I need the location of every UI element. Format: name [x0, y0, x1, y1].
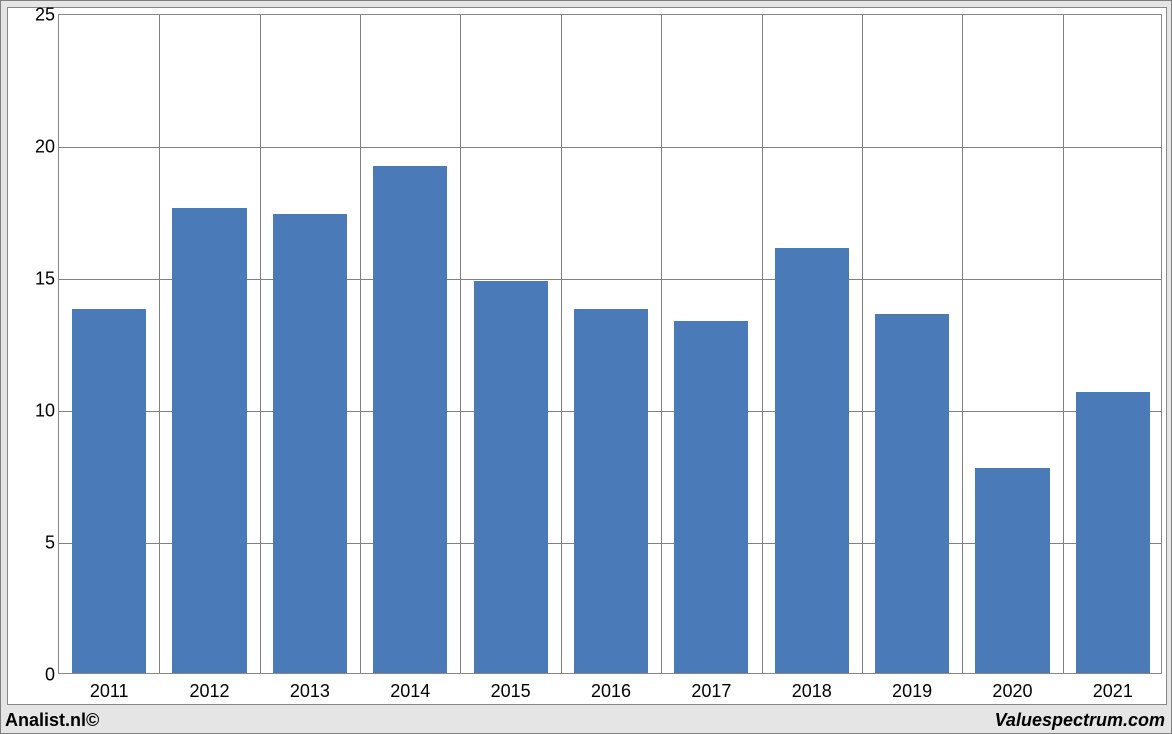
x-axis-tick-label: 2014 [390, 681, 430, 702]
bar [875, 314, 949, 673]
bar [975, 468, 1049, 673]
x-axis-tick-label: 2017 [691, 681, 731, 702]
bar [474, 281, 548, 673]
plot-area: 0510152025201120122013201420152016201720… [58, 14, 1162, 674]
footer-credit-right: Valuespectrum.com [995, 710, 1165, 731]
y-axis-tick-label: 0 [13, 665, 55, 686]
x-axis-tick-label: 2015 [491, 681, 531, 702]
bar [273, 214, 347, 673]
gridline-vertical [260, 15, 261, 673]
gridline-vertical [561, 15, 562, 673]
y-axis-tick-label: 5 [13, 533, 55, 554]
x-axis-tick-label: 2016 [591, 681, 631, 702]
x-axis-tick-label: 2013 [290, 681, 330, 702]
bar [172, 208, 246, 673]
x-axis-tick-label: 2012 [190, 681, 230, 702]
footer-credit-left: Analist.nl© [5, 710, 99, 731]
x-axis-tick-label: 2011 [90, 681, 129, 702]
y-axis-tick-label: 25 [13, 5, 55, 26]
x-axis-tick-label: 2018 [792, 681, 832, 702]
x-axis-tick-label: 2020 [992, 681, 1032, 702]
bar [373, 166, 447, 673]
bar [72, 309, 146, 673]
x-axis-tick-label: 2021 [1093, 681, 1133, 702]
gridline-vertical [360, 15, 361, 673]
gridline-horizontal [59, 147, 1161, 148]
y-axis-tick-label: 20 [13, 137, 55, 158]
bar [674, 321, 748, 673]
gridline-vertical [1063, 15, 1064, 673]
chart-frame: 0 5 10 15 20 25 2011 2012 2013 2014 2015 2016 2017 20… [7, 7, 1167, 705]
gridline-vertical [962, 15, 963, 673]
outer-frame: 0 5 10 15 20 25 2011 2012 2013 2014 2015 2016 2017 20… [0, 0, 1172, 734]
bar [1076, 392, 1150, 673]
y-axis-tick-label: 10 [13, 401, 55, 422]
gridline-vertical [661, 15, 662, 673]
bar [775, 248, 849, 673]
gridline-vertical [460, 15, 461, 673]
gridline-vertical [159, 15, 160, 673]
x-axis-tick-label: 2019 [892, 681, 932, 702]
bar [574, 309, 648, 673]
gridline-vertical [762, 15, 763, 673]
gridline-vertical [862, 15, 863, 673]
y-axis-tick-label: 15 [13, 269, 55, 290]
